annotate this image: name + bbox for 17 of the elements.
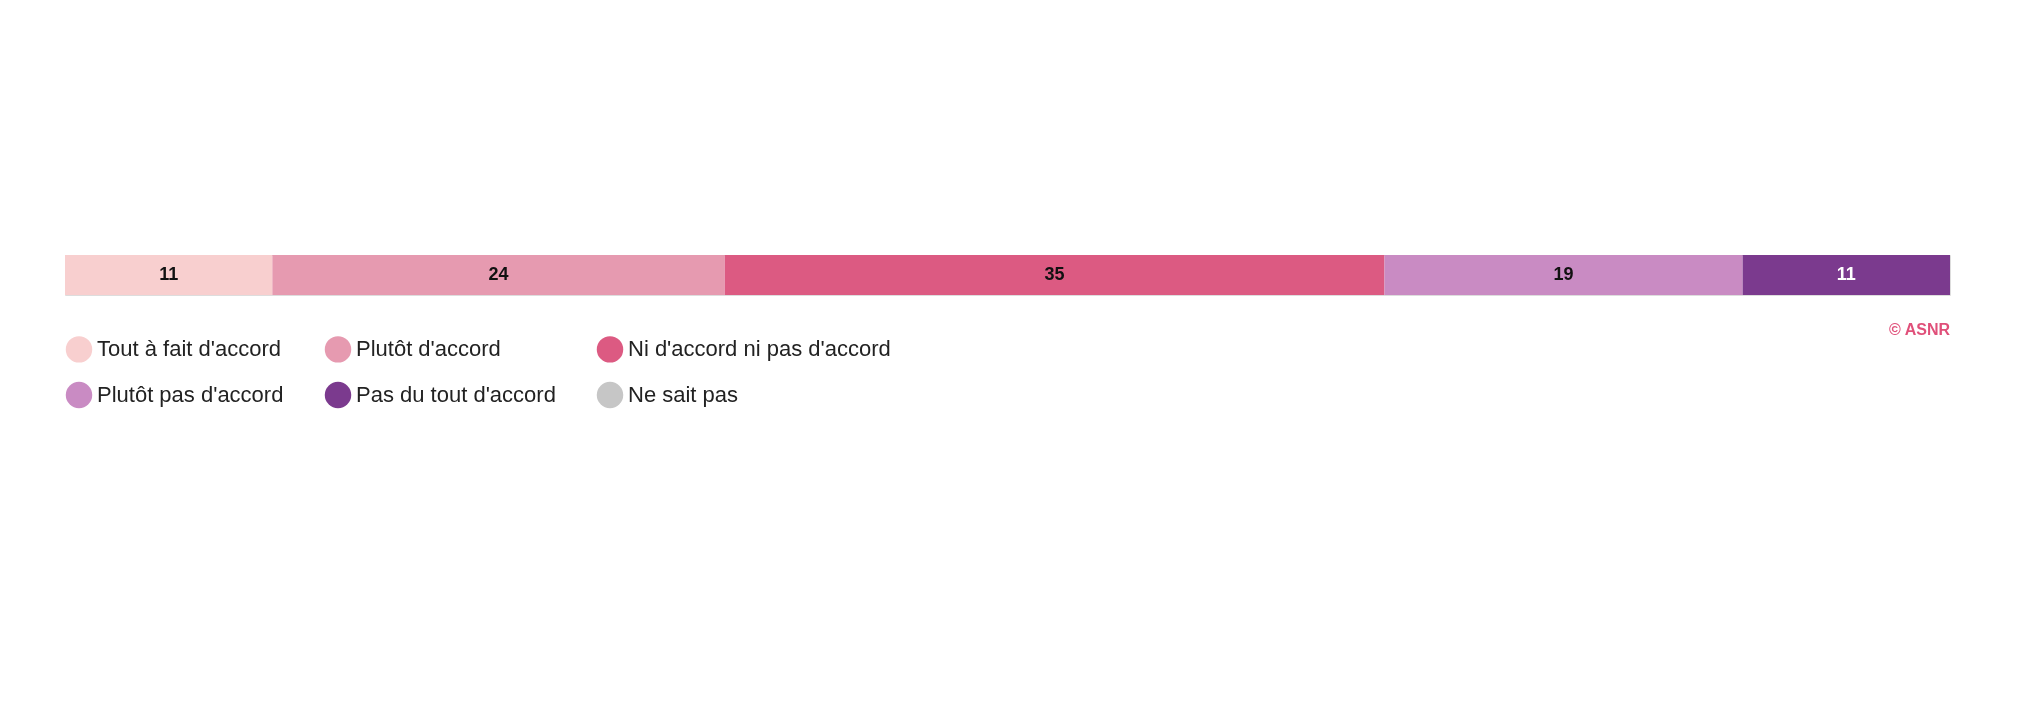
bar (272, 255, 725, 295)
legend-label: Plutôt pas d'accord (97, 382, 284, 407)
legend-label: Tout à fait d'accord (97, 336, 281, 362)
data-label: 11 (159, 264, 179, 284)
data-label: 24 (488, 264, 509, 284)
bar (1742, 255, 1950, 295)
legend-label: Plutôt d'accord (356, 336, 501, 362)
legend-label: Pas du tout d'accord (356, 382, 556, 407)
bar (1384, 255, 1743, 295)
data-label: 35 (1044, 264, 1065, 284)
data-label: 11 (1836, 264, 1856, 284)
bar (65, 255, 273, 295)
data-label: 19 (1553, 264, 1574, 284)
text: © ASNR (1889, 321, 1951, 338)
legend-label: Ni d'accord ni pas d'accord (628, 336, 891, 362)
legend-label: Ne sait pas (628, 382, 739, 407)
bar (724, 255, 1385, 295)
